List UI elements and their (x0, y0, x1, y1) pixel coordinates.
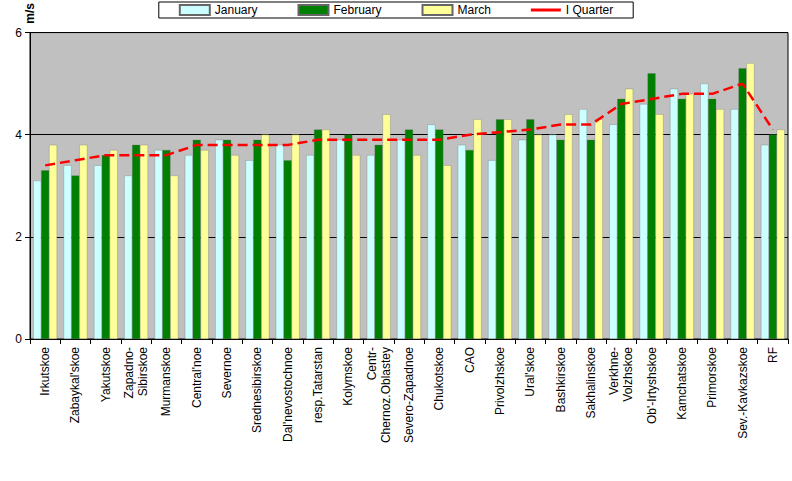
svg-text:Zabaykal'skoe: Zabaykal'skoe (68, 347, 82, 424)
svg-text:Chernoz.Oblastey: Chernoz.Oblastey (379, 347, 393, 443)
svg-text:resp.Tatarstan: resp.Tatarstan (311, 347, 325, 423)
svg-text:Srednesibirskoe: Srednesibirskoe (250, 347, 264, 433)
svg-text:6: 6 (15, 26, 22, 40)
svg-text:Severnoe: Severnoe (220, 347, 234, 399)
svg-text:Volzhskoe: Volzhskoe (621, 347, 635, 402)
svg-text:March: March (458, 3, 491, 17)
svg-text:Murmanskoe: Murmanskoe (159, 347, 173, 417)
svg-text:Sakhalinskoe: Sakhalinskoe (584, 347, 598, 419)
svg-text:Verkhne-: Verkhne- (607, 347, 621, 395)
svg-text:Central'noe: Central'noe (190, 347, 204, 408)
svg-text:Ob'-Irtyshskoe: Ob'-Irtyshskoe (645, 347, 659, 424)
svg-text:January: January (215, 3, 258, 17)
svg-text:Centr-: Centr- (365, 347, 379, 380)
svg-text:I Quarter: I Quarter (566, 3, 613, 17)
svg-text:Kolymskoe: Kolymskoe (341, 347, 355, 406)
svg-text:m/s: m/s (23, 3, 37, 24)
svg-text:0: 0 (15, 332, 22, 346)
svg-text:RF: RF (766, 347, 780, 363)
svg-text:February: February (333, 3, 381, 17)
svg-text:Bashkirskoe: Bashkirskoe (554, 347, 568, 413)
svg-text:Yakutskoe: Yakutskoe (99, 347, 113, 402)
svg-text:Zapadno-: Zapadno- (122, 347, 136, 398)
svg-text:Chukotskoe: Chukotskoe (432, 347, 446, 411)
svg-text:Sev.-Kavkazskoe: Sev.-Kavkazskoe (736, 347, 750, 439)
svg-text:Severo-Zapadnoe: Severo-Zapadnoe (402, 347, 416, 443)
svg-text:Ural'skoe: Ural'skoe (523, 347, 537, 397)
svg-text:Privolzhskoe: Privolzhskoe (493, 347, 507, 415)
svg-text:Sibirskoe: Sibirskoe (136, 347, 150, 397)
svg-text:2: 2 (15, 230, 22, 244)
svg-text:CAO: CAO (463, 347, 477, 373)
svg-text:Irkutskoe: Irkutskoe (38, 347, 52, 396)
svg-text:4: 4 (15, 128, 22, 142)
svg-text:Dal'nevostochnoe: Dal'nevostochnoe (281, 347, 295, 442)
svg-text:Kamchatskoe: Kamchatskoe (675, 347, 689, 420)
svg-text:Primorskoe: Primorskoe (705, 347, 719, 408)
